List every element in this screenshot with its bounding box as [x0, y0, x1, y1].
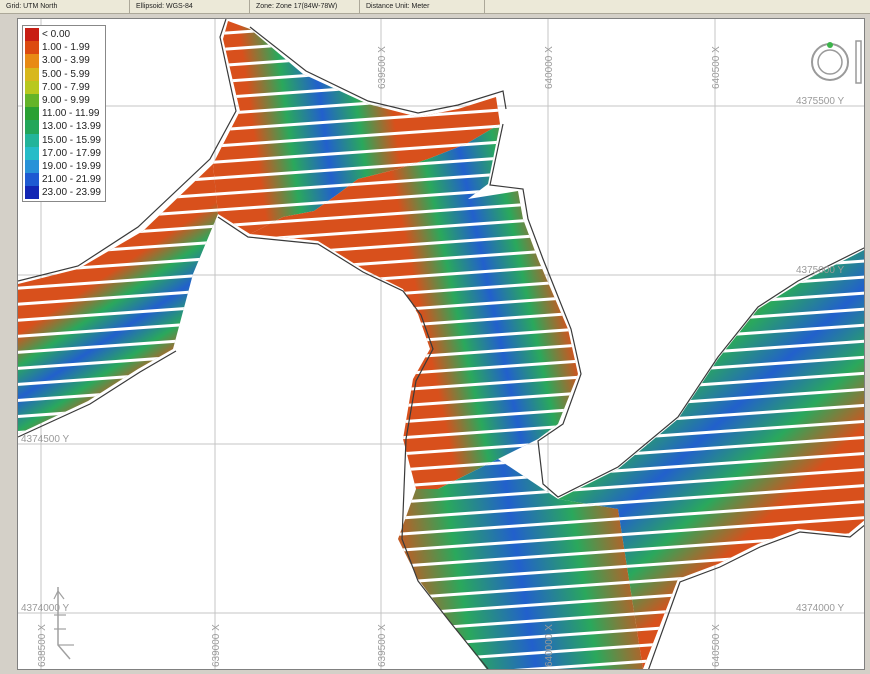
legend-swatch: [25, 67, 39, 81]
legend-swatch: [25, 93, 39, 108]
legend-label: 11.00 - 11.99: [42, 108, 100, 120]
legend-label: 17.00 - 17.99: [42, 147, 101, 159]
status-ellipsoid: Ellipsoid: WGS-84: [130, 0, 250, 14]
legend-row: 9.00 - 9.99: [25, 93, 101, 108]
grid-label-x-640000: 640000 X: [544, 624, 555, 667]
legend-swatch: [25, 107, 39, 121]
legend-label: 15.00 - 15.99: [42, 134, 101, 146]
grid-label-x-640000-top: 640000 X: [544, 46, 555, 89]
legend-label: 13.00 - 13.99: [42, 121, 101, 133]
legend-row: 17.00 - 17.99: [25, 146, 101, 160]
shoreline-north-west: [18, 19, 237, 282]
grid-label-x-639000: 639000 X: [211, 624, 222, 667]
grid-label-x-640500-top: 640500 X: [711, 46, 722, 89]
grid-label-y-4374500: 4374500 Y: [21, 434, 70, 445]
status-distance-unit: Distance Unit: Meter: [360, 0, 485, 14]
grid-label-x-639500-top: 639500 X: [377, 46, 388, 89]
legend-row: 19.00 - 19.99: [25, 159, 101, 174]
shoreline-west-south: [18, 350, 177, 438]
shoreline-inner-bend: [217, 216, 489, 669]
status-bar: Grid: UTM North Ellipsoid: WGS-84 Zone: …: [0, 0, 870, 14]
shoreline-north: [249, 26, 507, 114]
status-zone: Zone: Zone 17(84W-78W): [250, 0, 360, 14]
grid-label-x-638500: 638500 X: [37, 624, 48, 667]
shoreline: [18, 19, 864, 669]
map-frame: 638500 X 639000 X 639500 X 640000 X 6405…: [0, 14, 870, 674]
legend-row: 23.00 - 23.99: [25, 186, 101, 200]
bathymetry-surface: [18, 21, 864, 669]
grid-label-x-639500: 639500 X: [377, 624, 388, 667]
legend-swatch: [25, 41, 39, 55]
legend-swatch: [25, 28, 39, 42]
bathymetry-map[interactable]: 638500 X 639000 X 639500 X 640000 X 6405…: [18, 19, 865, 670]
legend-row: 5.00 - 5.99: [25, 67, 101, 81]
status-grid: Grid: UTM North: [0, 0, 130, 14]
legend-swatch: [25, 54, 39, 68]
grid-label-x-640500: 640500 X: [711, 624, 722, 667]
legend-swatch: [25, 133, 39, 147]
grid-label-y-4374000-right: 4374000 Y: [796, 603, 845, 614]
legend-label: 19.00 - 19.99: [42, 160, 101, 172]
legend-row: 7.00 - 7.99: [25, 80, 101, 94]
map-canvas[interactable]: 638500 X 639000 X 639500 X 640000 X 6405…: [17, 18, 865, 670]
legend-row: 1.00 - 1.99: [25, 41, 101, 55]
legend-label: 7.00 - 7.99: [42, 81, 90, 93]
status-empty: [485, 0, 870, 14]
survey-gaps-north: [213, 21, 500, 234]
legend-swatch: [25, 186, 39, 200]
grid-label-y-4375000: 4375000 Y: [796, 265, 845, 276]
legend-row: 21.00 - 21.99: [25, 173, 101, 187]
scale-bar-icon: [53, 587, 74, 660]
shoreline-south-east: [648, 524, 864, 669]
survey-gaps-east: [558, 250, 864, 669]
legend-label: 23.00 - 23.99: [42, 187, 101, 199]
legend-row: < 0.00: [25, 28, 101, 42]
legend-swatch: [25, 173, 39, 187]
grid-label-y-4375500: 4375500 Y: [796, 96, 845, 107]
legend-swatch: [25, 159, 39, 174]
legend-label: 1.00 - 1.99: [42, 42, 90, 54]
legend-row: 11.00 - 11.99: [25, 107, 101, 121]
shoreline-central-east: [489, 123, 864, 498]
survey-gaps-south: [398, 459, 643, 669]
legend-label: 5.00 - 5.99: [42, 68, 90, 80]
legend-swatch: [25, 146, 39, 160]
survey-gaps-west: [18, 164, 218, 434]
legend-swatch: [25, 120, 39, 134]
grid-label-y-4374000-left: 4374000 Y: [21, 603, 70, 614]
legend-label: 9.00 - 9.99: [42, 95, 90, 107]
legend-label: 21.00 - 21.99: [42, 174, 101, 186]
legend-label: 3.00 - 3.99: [42, 55, 90, 67]
legend-row: 15.00 - 15.99: [25, 133, 101, 147]
legend-label: < 0.00: [42, 29, 71, 41]
grid-labels: 638500 X 639000 X 639500 X 640000 X 6405…: [21, 46, 845, 667]
depth-legend: < 0.00 1.00 - 1.99 3.00 - 3.99 5.00 - 5.99 7…: [22, 25, 106, 203]
north-arrow-icon: [811, 40, 862, 84]
legend-row: 3.00 - 3.99: [25, 54, 101, 68]
legend-swatch: [25, 80, 39, 94]
legend-row: 13.00 - 13.99: [25, 120, 101, 134]
